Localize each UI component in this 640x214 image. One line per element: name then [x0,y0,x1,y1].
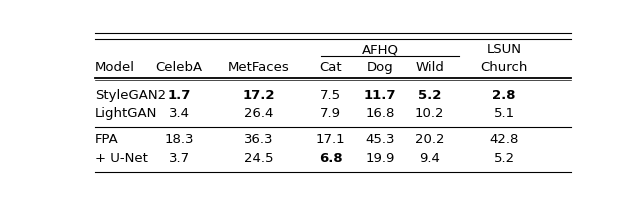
Text: 6.8: 6.8 [319,152,342,165]
Text: 5.2: 5.2 [493,152,515,165]
Text: LSUN: LSUN [486,43,522,56]
Text: 42.8: 42.8 [490,133,519,146]
Text: 5.1: 5.1 [493,107,515,120]
Text: Church: Church [481,61,528,74]
Text: 9.4: 9.4 [419,152,440,165]
Text: 45.3: 45.3 [365,133,395,146]
Text: 36.3: 36.3 [244,133,273,146]
Text: Wild: Wild [415,61,444,74]
Text: 17.1: 17.1 [316,133,346,146]
Text: 26.4: 26.4 [244,107,273,120]
Text: 24.5: 24.5 [244,152,273,165]
Text: StyleGAN2: StyleGAN2 [95,89,166,102]
Text: 7.9: 7.9 [320,107,341,120]
Text: LightGAN: LightGAN [95,107,157,120]
Text: CelebA: CelebA [156,61,203,74]
Text: 10.2: 10.2 [415,107,444,120]
Text: 1.7: 1.7 [168,89,191,102]
Text: AFHQ: AFHQ [362,43,399,56]
Text: Dog: Dog [367,61,394,74]
Text: + U-Net: + U-Net [95,152,148,165]
Text: 17.2: 17.2 [243,89,275,102]
Text: 3.7: 3.7 [168,152,190,165]
Text: 3.4: 3.4 [169,107,189,120]
Text: 11.7: 11.7 [364,89,396,102]
Text: 19.9: 19.9 [365,152,395,165]
Text: Cat: Cat [319,61,342,74]
Text: MetFaces: MetFaces [228,61,289,74]
Text: FPA: FPA [95,133,118,146]
Text: 20.2: 20.2 [415,133,444,146]
Text: 16.8: 16.8 [365,107,395,120]
Text: 7.5: 7.5 [320,89,341,102]
Text: 18.3: 18.3 [164,133,194,146]
Text: Model: Model [95,61,135,74]
Text: 2.8: 2.8 [492,89,516,102]
Text: 5.2: 5.2 [418,89,442,102]
